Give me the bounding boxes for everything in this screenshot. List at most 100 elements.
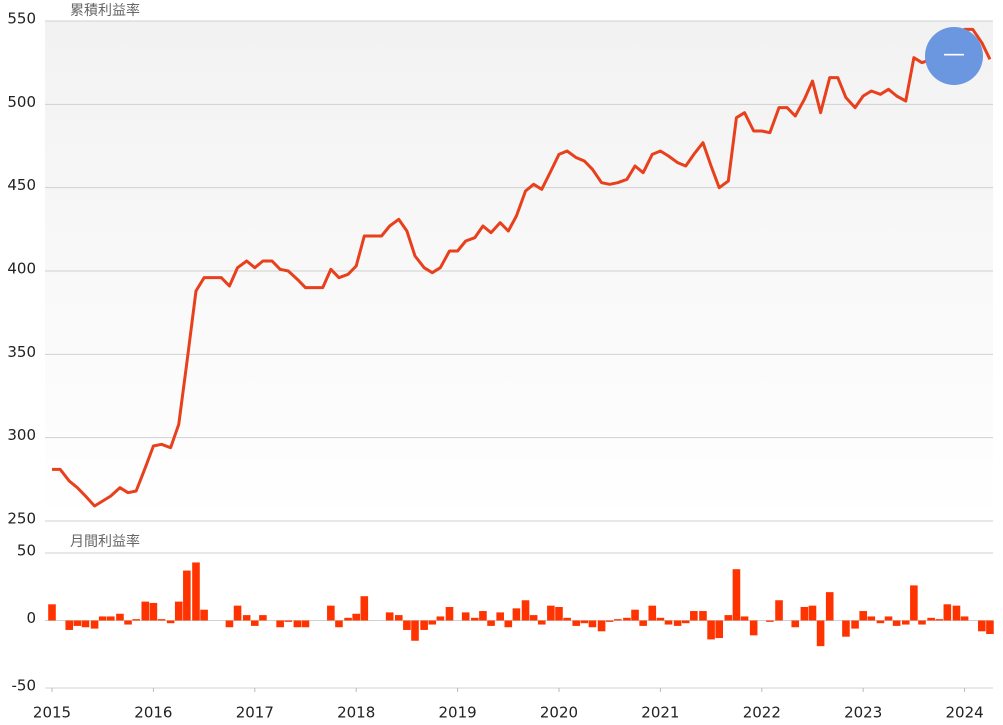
bar: [124, 620, 132, 625]
bar: [808, 605, 817, 621]
x-tick-label: 2024: [945, 704, 983, 722]
y-tick-label: 250: [7, 510, 36, 528]
bar: [496, 612, 504, 621]
bar: [411, 620, 419, 641]
bar: [791, 620, 800, 628]
bar: [724, 615, 733, 621]
collapse-button[interactable]: —: [925, 27, 983, 85]
bar: [901, 620, 910, 625]
bar: [487, 620, 495, 626]
bar: [344, 617, 352, 621]
bar: [65, 620, 74, 630]
y-tick-label: 350: [7, 343, 36, 361]
bar: [200, 609, 208, 621]
bar: [681, 620, 690, 624]
bar: [107, 616, 115, 621]
bar: [775, 600, 783, 621]
bar: [978, 620, 986, 632]
bar: [242, 615, 251, 621]
bar: [766, 620, 774, 622]
bar: [98, 616, 107, 621]
bar: [394, 615, 403, 621]
bar: [116, 613, 124, 621]
bar: [149, 602, 158, 621]
bar: [504, 620, 513, 628]
bar: [293, 620, 302, 628]
bar: [580, 620, 589, 624]
bar: [800, 607, 809, 621]
bar: [597, 620, 606, 632]
bar: [327, 605, 335, 621]
y-tick-label: 50: [17, 542, 36, 560]
y-tick-label: 450: [7, 176, 36, 194]
bar: [699, 611, 707, 621]
bar: [471, 617, 479, 621]
bar: [884, 616, 893, 621]
bar: [690, 611, 698, 621]
bar: [428, 620, 437, 625]
bar: [461, 612, 470, 621]
bar: [673, 620, 682, 626]
bar: [935, 619, 944, 621]
bar: [352, 613, 360, 621]
bar: [749, 620, 758, 636]
bar: [529, 615, 538, 621]
bar: [90, 620, 99, 629]
bar: [403, 620, 411, 630]
bar: [842, 620, 850, 637]
bar: [715, 620, 723, 639]
bar: [192, 562, 200, 621]
bar: [174, 601, 183, 621]
bar: [867, 616, 876, 621]
bar: [740, 616, 749, 621]
bar: [952, 605, 961, 621]
bar: [284, 620, 293, 622]
bar: [876, 620, 885, 624]
y-tick-label: 300: [7, 426, 36, 444]
bar: [859, 611, 867, 621]
bar: [157, 619, 166, 621]
x-tick-label: 2023: [844, 704, 882, 722]
bar: [588, 620, 597, 628]
bar: [648, 605, 657, 621]
bar: [360, 596, 369, 621]
bar: [656, 617, 665, 621]
bar: [132, 619, 140, 621]
bar: [918, 620, 926, 625]
chart-title: 月間利益率: [70, 533, 140, 550]
bar: [48, 604, 56, 621]
bar: [276, 620, 284, 628]
x-tick-label: 2018: [337, 704, 375, 722]
bar: [301, 620, 310, 628]
bar: [259, 615, 267, 621]
bar: [732, 569, 741, 621]
x-tick-label: 2016: [134, 704, 172, 722]
y-tick-label: 500: [7, 93, 36, 111]
y-tick-label: 0: [26, 609, 36, 627]
bar: [81, 620, 90, 628]
bar: [910, 585, 918, 621]
bar: [927, 617, 935, 621]
y-tick-label: 400: [7, 260, 36, 278]
bar: [605, 620, 614, 622]
bar: [547, 605, 555, 621]
bar: [250, 620, 259, 626]
bar: [986, 620, 994, 634]
bar: [943, 604, 952, 621]
x-tick-label: 2015: [33, 704, 71, 722]
bar: [479, 611, 487, 621]
bar: [166, 620, 175, 624]
y-tick-label: -50: [12, 677, 37, 695]
bar: [521, 600, 530, 621]
x-tick-label: 2021: [641, 704, 679, 722]
x-tick-label: 2019: [438, 704, 476, 722]
chart-title: 累積利益率: [70, 2, 140, 19]
bar: [816, 620, 825, 647]
bar: [960, 616, 969, 621]
bar: [537, 620, 546, 625]
y-tick-label: 550: [7, 10, 36, 28]
bar: [825, 592, 834, 621]
bar: [614, 619, 622, 621]
bar: [555, 607, 563, 621]
bar: [631, 609, 639, 621]
